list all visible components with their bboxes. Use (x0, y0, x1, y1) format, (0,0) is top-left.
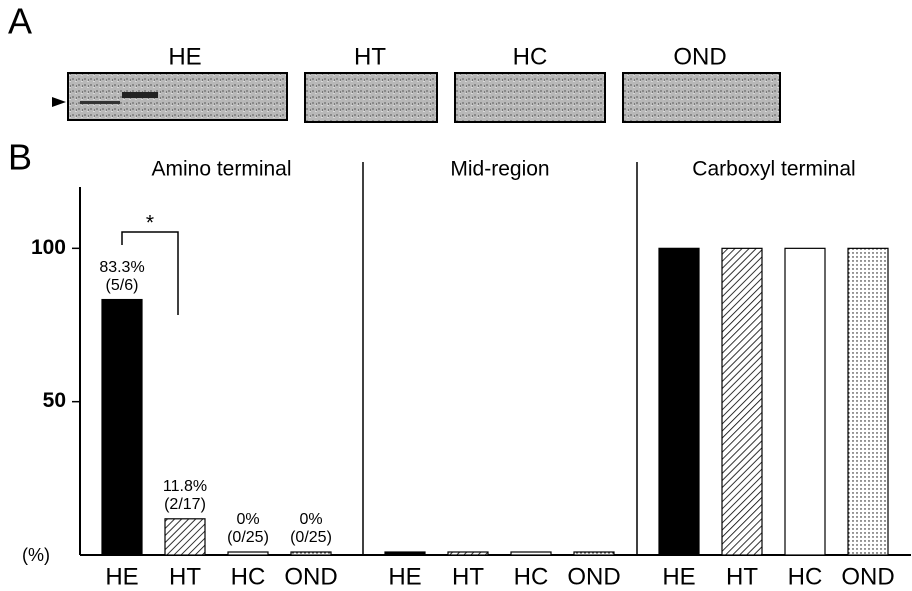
x-tick-label: HC (788, 563, 823, 590)
count-label: (5/6) (106, 277, 139, 294)
count-label: (0/25) (227, 529, 269, 546)
x-tick-label: HT (726, 563, 758, 590)
y-unit: (%) (22, 545, 50, 565)
x-tick-label: OND (284, 563, 337, 590)
bar (848, 248, 888, 555)
value-label: 0% (299, 511, 322, 528)
panel-title: Amino terminal (151, 158, 291, 181)
figure: A HE HT HC OND B (%) * Amino terminal 50 1… (0, 0, 912, 591)
bar (448, 552, 488, 555)
count-label: (2/17) (164, 496, 206, 513)
bar (228, 552, 268, 555)
blot-images (52, 73, 780, 122)
x-tick-label: HT (452, 563, 484, 590)
bar (385, 552, 425, 555)
x-tick-label: OND (841, 563, 894, 590)
panel-title: Carboxyl terminal (692, 158, 855, 181)
bar (785, 248, 825, 555)
bar (511, 552, 551, 555)
count-label: (0/25) (290, 529, 332, 546)
lane-label: HE (168, 43, 201, 70)
lane-label: HC (513, 43, 548, 70)
bar (659, 248, 699, 555)
x-tick-label: OND (567, 563, 620, 590)
bar (722, 248, 762, 555)
bar (102, 300, 142, 555)
lane-label: HT (354, 43, 386, 70)
panel-title: Mid-region (450, 158, 549, 181)
x-tick-label: HE (662, 563, 695, 590)
value-label: 83.3% (99, 259, 144, 276)
bar (291, 552, 331, 555)
value-label: 0% (236, 511, 259, 528)
lane-label: OND (673, 43, 726, 70)
x-tick-label: HT (169, 563, 201, 590)
x-tick-label: HC (231, 563, 266, 590)
x-tick-label: HC (514, 563, 549, 590)
bar (574, 552, 614, 555)
value-label: 11.8% (163, 478, 207, 495)
significance-mark: * (146, 212, 154, 235)
panel-label: B (8, 137, 32, 178)
x-tick-label: HE (105, 563, 138, 590)
x-tick-label: HE (388, 563, 421, 590)
y-tick-label: 50 (43, 389, 66, 412)
y-tick-label: 100 (31, 236, 66, 259)
panel-label: A (8, 1, 32, 42)
bar (165, 519, 205, 555)
